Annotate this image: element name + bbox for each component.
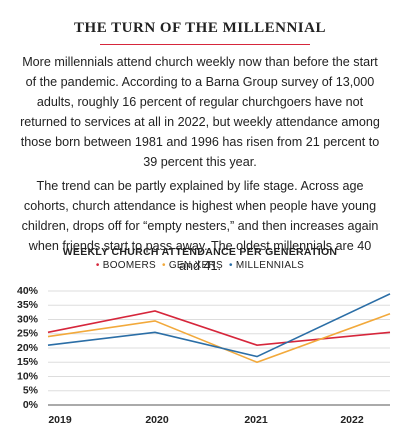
x-tick-label: 2020 [145,414,169,426]
title: THE TURN OF THE MILLENNIAL [74,20,326,36]
legend-label: MILLENNIALS [235,260,305,271]
legend-marker: • [228,260,236,271]
chart: 0% 5% 10% 15% 20% 25% 30% 35% 40% 2019 2020 2021 202… [17,285,391,426]
y-tick-label: 20% [17,342,39,354]
legend-marker: • [95,260,103,271]
series-line [47,313,391,364]
legend-item: • GEN XERS [162,260,223,271]
y-tick-label: 40% [17,285,39,297]
legend-item: • BOOMERS [96,260,156,271]
y-tick-label: 5% [23,385,39,397]
y-tick-label: 15% [17,356,39,368]
chart-header: WEEKLY CHURCH ATTENDANCE PER GENERATION … [0,246,400,271]
y-tick-label: 0% [23,399,39,411]
paragraph: More millennials attend church weekly no… [20,55,380,169]
y-tick-label: 25% [17,328,39,340]
legend-label: BOOMERS [102,260,156,271]
legend-label: GEN XERS [168,260,223,271]
x-tick-label: 2021 [244,414,268,426]
series-line [47,293,391,358]
y-tick-label: 10% [17,370,39,382]
y-tick-label: 30% [17,313,39,325]
title-rule [100,44,310,45]
series-line [47,310,391,346]
legend: • BOOMERS • GEN XERS • MILLENNIALS [0,260,400,271]
x-tick-label: 2022 [340,414,364,426]
legend-item: • MILLENNIALS [229,260,304,271]
y-tick-label: 35% [17,299,39,311]
chart-title: WEEKLY CHURCH ATTENDANCE PER GENERATION [62,246,338,258]
legend-marker: • [161,260,169,271]
x-tick-label: 2019 [48,414,72,426]
paragraph: The trend can be partly explained by lif… [21,179,379,273]
